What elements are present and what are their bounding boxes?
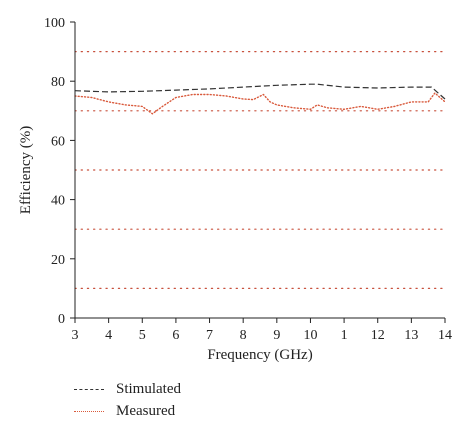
y-axis-title: Efficiency (%) bbox=[18, 126, 34, 214]
y-tick-label: 20 bbox=[51, 253, 65, 268]
x-tick-label: 1 bbox=[341, 328, 348, 343]
x-tick-label: 12 bbox=[371, 328, 385, 343]
gridlines bbox=[74, 50, 446, 289]
x-axis-title: Frequency (GHz) bbox=[207, 347, 312, 363]
legend-label-measured: Measured bbox=[116, 402, 176, 419]
x-tick-label: 10 bbox=[303, 328, 317, 343]
legend-label-stimulated: Stimulated bbox=[116, 380, 181, 397]
ticks: 0 20 40 60 80 100 3 4 5 6 7 8 9 10 1 12 13 14 bbox=[44, 16, 452, 343]
axes bbox=[74, 22, 445, 319]
series-lines bbox=[74, 83, 446, 115]
x-tick-label: 7 bbox=[206, 328, 213, 343]
x-tick-label: 13 bbox=[404, 328, 418, 343]
y-tick-label: 0 bbox=[58, 312, 65, 327]
x-tick-label: 4 bbox=[105, 328, 112, 343]
legend: Stimulated Measured bbox=[74, 378, 181, 422]
series-line-measured bbox=[74, 92, 446, 115]
x-tick-label: 9 bbox=[273, 328, 280, 343]
x-tick-label: 14 bbox=[438, 328, 452, 343]
y-tick-label: 80 bbox=[51, 75, 65, 90]
x-tick-label: 5 bbox=[139, 328, 146, 343]
legend-item-measured: Measured bbox=[74, 400, 181, 422]
y-tick-label: 100 bbox=[44, 16, 65, 31]
y-tick-label: 40 bbox=[51, 194, 65, 209]
x-tick-label: 8 bbox=[240, 328, 247, 343]
legend-swatch-stimulated bbox=[74, 388, 104, 390]
y-tick-label: 60 bbox=[51, 134, 65, 149]
x-tick-label: 3 bbox=[72, 328, 79, 343]
legend-item-stimulated: Stimulated bbox=[74, 378, 181, 400]
series-line-stimulated bbox=[74, 83, 446, 100]
legend-swatch-measured bbox=[74, 410, 104, 412]
x-tick-label: 6 bbox=[172, 328, 179, 343]
